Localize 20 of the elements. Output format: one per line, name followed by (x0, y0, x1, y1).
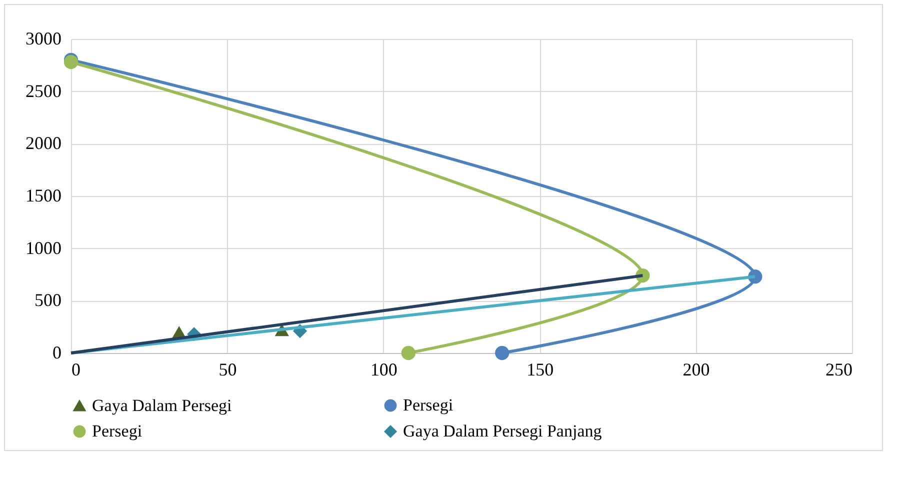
x-tick-label: 250 (826, 360, 852, 380)
y-tick-label: 2500 (26, 80, 62, 101)
y-tick-label: 1500 (26, 186, 62, 206)
y-tick-label: 1000 (26, 238, 62, 258)
legend-label: Gaya Dalam Persegi Panjang (403, 422, 602, 440)
y-tick-label: 3000 (26, 28, 62, 48)
y-tick-label: 2000 (26, 133, 62, 154)
legend-label: Persegi (92, 422, 142, 440)
x-tick-label: 100 (370, 360, 398, 380)
x-tick-label: 0 (72, 360, 80, 380)
x-tick-label: 50 (218, 360, 237, 380)
point (495, 346, 510, 360)
x-tick-label: 200 (682, 360, 710, 380)
legend-label: Persegi (403, 396, 454, 415)
legend-label: Gaya Dalam Persegi (92, 396, 232, 415)
point (64, 54, 78, 70)
y-tick-label: 500 (34, 290, 62, 310)
y-tick-label: 0 (52, 342, 62, 362)
x-tick-label: 150 (526, 360, 554, 380)
point (401, 346, 416, 360)
